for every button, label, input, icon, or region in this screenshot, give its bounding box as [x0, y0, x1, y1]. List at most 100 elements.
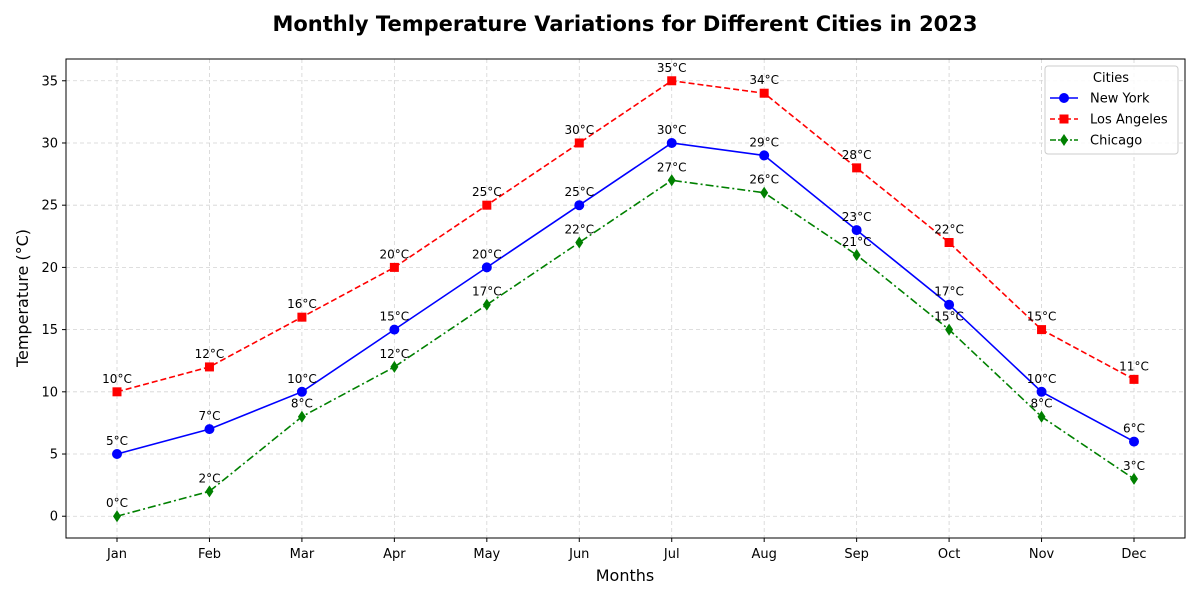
data-label: 10°C [102, 372, 132, 386]
legend-label: Los Angeles [1090, 113, 1168, 128]
legend-item: New York [1050, 92, 1150, 107]
y-tick-label: 20 [41, 261, 58, 276]
series-line [116, 142, 1135, 455]
legend-items: New York Los Angeles Chicago [1050, 92, 1168, 149]
data-label: 22°C [934, 223, 964, 237]
data-label: 6°C [1123, 422, 1145, 436]
data-label: 15°C [1027, 310, 1057, 324]
data-label: 2°C [198, 471, 220, 485]
data-point [574, 200, 585, 211]
grid [66, 59, 1185, 538]
x-tick-label: Jun [568, 547, 589, 562]
data-label: 25°C [564, 185, 594, 199]
data-label: 12°C [195, 347, 225, 361]
legend-box [1044, 65, 1179, 155]
legend-label: New York [1090, 92, 1150, 107]
data-point [574, 138, 584, 148]
data-label: 20°C [472, 247, 502, 261]
series-los-angeles [112, 76, 1139, 397]
data-point [1036, 386, 1047, 397]
x-tick-label: Sep [844, 547, 869, 562]
y-tick-label: 35 [41, 74, 58, 89]
data-label: 35°C [657, 61, 687, 75]
series-new-york [112, 137, 1139, 460]
x-axis-ticks: Jan Feb Mar Apr May Jun Jul Aug Sep Oct Nov Dec [106, 538, 1147, 562]
x-tick-label: Aug [751, 547, 776, 562]
data-point [666, 137, 677, 148]
legend-title: Cities [1093, 71, 1129, 86]
x-tick-label: Oct [938, 547, 960, 562]
data-point [944, 299, 955, 310]
x-tick-label: Jul [663, 547, 680, 562]
data-label: 10°C [1027, 372, 1057, 386]
series-layer [112, 76, 1139, 523]
data-label: 34°C [749, 73, 779, 87]
y-tick-label: 5 [50, 448, 58, 463]
x-tick-label: Feb [198, 547, 221, 562]
x-tick-label: Mar [290, 547, 315, 562]
data-label: 29°C [749, 135, 779, 149]
data-point [113, 510, 121, 523]
data-point [112, 387, 122, 397]
data-label: 26°C [749, 173, 779, 187]
data-label: 15°C [934, 310, 964, 324]
data-labels: 5°C 7°C 10°C 15°C 20°C 25°C 30°C 29°C 23°C 17°C 10… [102, 61, 1149, 510]
data-point [759, 150, 770, 161]
data-point [944, 238, 954, 248]
data-point [1129, 374, 1139, 384]
data-point [204, 362, 214, 372]
y-axis-label: Temperature (°C) [13, 229, 32, 368]
data-label: 28°C [842, 148, 872, 162]
legend-item: Chicago [1050, 134, 1142, 149]
x-tick-label: Dec [1121, 547, 1146, 562]
x-tick-label: Apr [383, 547, 406, 562]
data-label: 3°C [1123, 459, 1145, 473]
data-label: 16°C [287, 297, 317, 311]
data-label: 17°C [934, 285, 964, 299]
data-point [945, 323, 954, 336]
data-label: 27°C [657, 160, 687, 174]
data-label: 22°C [564, 223, 594, 237]
data-point [204, 424, 215, 435]
data-point [1037, 325, 1047, 335]
data-point [1037, 410, 1046, 423]
data-point [852, 163, 862, 173]
data-label: 8°C [291, 397, 313, 411]
series-chicago [113, 174, 1138, 523]
data-point [852, 248, 861, 261]
data-point [205, 485, 214, 498]
data-point [390, 360, 399, 373]
data-point [297, 410, 306, 423]
y-tick-label: 30 [41, 136, 58, 151]
data-label: 30°C [657, 123, 687, 137]
data-label: 5°C [106, 434, 128, 448]
y-tick-label: 25 [41, 199, 58, 214]
x-tick-label: Jan [106, 547, 127, 562]
y-tick-label: 10 [41, 385, 58, 400]
data-point [481, 262, 492, 273]
y-tick-label: 0 [50, 510, 58, 525]
data-point [759, 88, 769, 98]
data-point [389, 324, 400, 335]
series-line [116, 79, 1135, 393]
data-point [667, 174, 676, 187]
data-label: 20°C [380, 247, 410, 261]
x-axis-label: Months [596, 566, 654, 585]
data-point [112, 449, 122, 460]
legend-item: Los Angeles [1050, 113, 1168, 128]
data-label: 17°C [472, 285, 502, 299]
data-label: 30°C [564, 123, 594, 137]
data-point [482, 200, 492, 210]
data-point [389, 262, 399, 272]
data-point [297, 312, 307, 322]
legend-marker [1060, 134, 1068, 146]
y-tick-label: 15 [41, 323, 58, 338]
data-label: 0°C [106, 496, 128, 510]
data-point [575, 236, 584, 249]
data-label: 11°C [1119, 359, 1149, 373]
x-tick-label: May [473, 547, 500, 562]
data-point [667, 76, 677, 86]
data-point [851, 225, 862, 236]
data-point [1130, 472, 1138, 485]
